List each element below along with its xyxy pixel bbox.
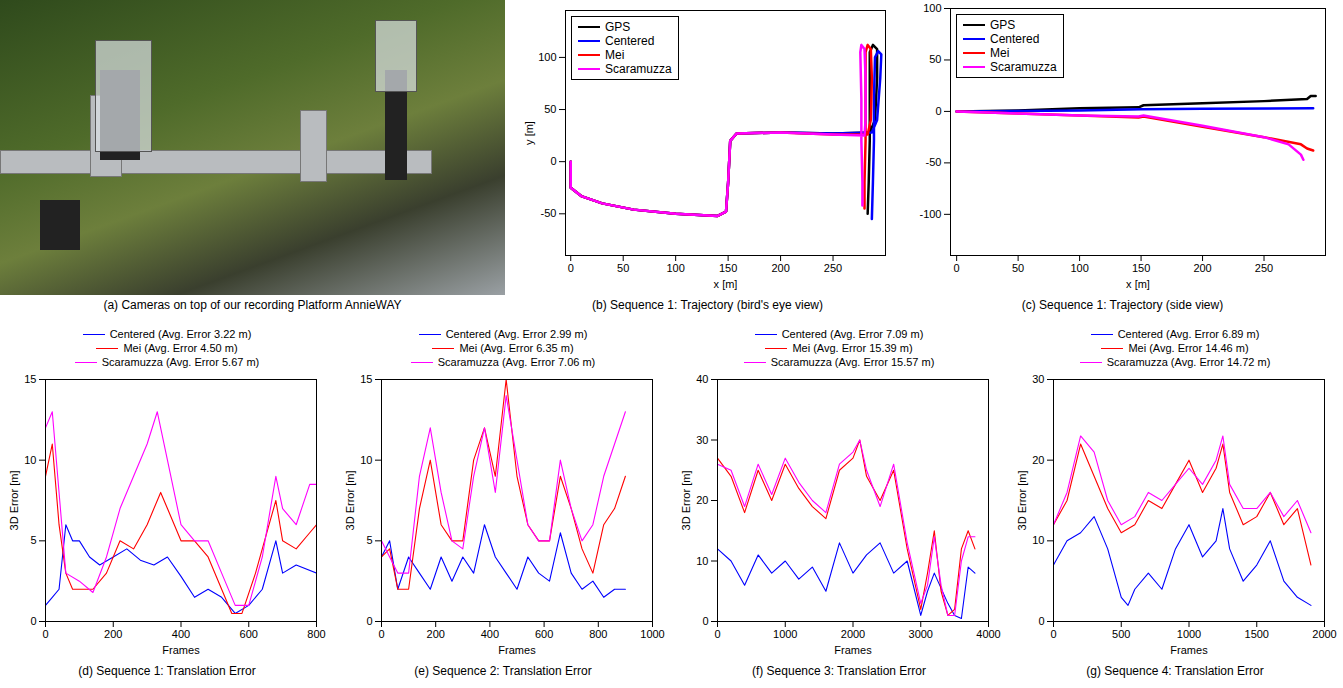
- svg-text:100: 100: [666, 262, 684, 274]
- svg-text:y [m]: y [m]: [523, 121, 535, 145]
- svg-text:600: 600: [240, 628, 258, 640]
- svg-text:10: 10: [24, 454, 36, 466]
- html-text:Mei (Avg. Error 6.35 m): Mei (Avg. Error 6.35 m): [459, 342, 574, 354]
- svg-text:150: 150: [1132, 262, 1150, 274]
- svg-text:3D Error [m]: 3D Error [m]: [680, 471, 692, 531]
- svg-text:0: 0: [1038, 615, 1044, 627]
- svg-text:200: 200: [427, 628, 445, 640]
- svg-text:50: 50: [1012, 262, 1024, 274]
- svg-text:0: 0: [702, 615, 708, 627]
- svg-text:100: 100: [923, 2, 941, 14]
- html-text:(g) Sequence 4: Translation Er: (g) Sequence 4: Translation Error: [1086, 664, 1264, 678]
- svg-text:-50: -50: [926, 156, 942, 168]
- svg-text:100: 100: [538, 51, 556, 63]
- svg-text:30: 30: [696, 434, 708, 446]
- svg-text:0: 0: [935, 105, 941, 117]
- html-text:Mei (Avg. Error 15.39 m): Mei (Avg. Error 15.39 m): [792, 342, 913, 354]
- svg-text:400: 400: [481, 628, 499, 640]
- svg-text:Frames: Frames: [498, 644, 536, 656]
- svg-text:800: 800: [589, 628, 607, 640]
- svg-text:-100: -100: [919, 208, 941, 220]
- svg-text:10: 10: [1032, 534, 1044, 546]
- svg-text:5: 5: [30, 534, 36, 546]
- svg-text:3000: 3000: [909, 628, 933, 640]
- svg-text:50: 50: [544, 103, 556, 115]
- html-text:Scaramuzza: Scaramuzza: [605, 62, 672, 76]
- html-text:GPS: GPS: [605, 20, 631, 34]
- svg-text:Frames: Frames: [1170, 644, 1208, 656]
- svg-text:40: 40: [696, 373, 708, 385]
- html-text:Mei (Avg. Error 4.50 m): Mei (Avg. Error 4.50 m): [123, 342, 238, 354]
- svg-text:2000: 2000: [1312, 628, 1336, 640]
- svg-text:10: 10: [696, 555, 708, 567]
- html-text:Centered (Avg. Error 7.09 m): Centered (Avg. Error 7.09 m): [781, 328, 924, 340]
- svg-text:30: 30: [1032, 373, 1044, 385]
- html-text:Centered: Centered: [605, 34, 655, 48]
- svg-text:2000: 2000: [841, 628, 865, 640]
- svg-text:0: 0: [30, 615, 36, 627]
- svg-text:200: 200: [771, 262, 789, 274]
- svg-text:1000: 1000: [773, 628, 797, 640]
- html-text:Scaramuzza (Avg. Error 5.67 m): Scaramuzza (Avg. Error 5.67 m): [101, 356, 260, 368]
- html-text:Centered (Avg. Error 2.99 m): Centered (Avg. Error 2.99 m): [445, 328, 588, 340]
- svg-text:0: 0: [42, 628, 48, 640]
- svg-text:1500: 1500: [1245, 628, 1269, 640]
- svg-text:0: 0: [1050, 628, 1056, 640]
- svg-text:3D Error [m]: 3D Error [m]: [1016, 471, 1028, 531]
- svg-text:4000: 4000: [976, 628, 1000, 640]
- svg-text:x [m]: x [m]: [1126, 278, 1150, 290]
- svg-text:250: 250: [1255, 262, 1273, 274]
- html-text:(c) Sequence 1: Trajectory (si: (c) Sequence 1: Trajectory (side view): [1021, 298, 1224, 312]
- svg-text:0: 0: [378, 628, 384, 640]
- html-text:Centered (Avg. Error 6.89 m): Centered (Avg. Error 6.89 m): [1117, 328, 1260, 340]
- svg-text:0: 0: [568, 262, 574, 274]
- svg-text:150: 150: [719, 262, 737, 274]
- html-text:(b) Sequence 1: Trajectory (bi: (b) Sequence 1: Trajectory (bird's eye v…: [592, 298, 823, 312]
- svg-text:3D Error [m]: 3D Error [m]: [8, 471, 20, 531]
- html-text:Centered: Centered: [990, 32, 1040, 46]
- svg-text:400: 400: [172, 628, 190, 640]
- svg-text:x [m]: x [m]: [714, 278, 738, 290]
- svg-text:600: 600: [535, 628, 553, 640]
- svg-text:100: 100: [1070, 262, 1088, 274]
- html-text:Scaramuzza (Avg. Error 7.06 m): Scaramuzza (Avg. Error 7.06 m): [437, 356, 596, 368]
- svg-text:0: 0: [550, 155, 556, 167]
- svg-text:Frames: Frames: [834, 644, 872, 656]
- svg-text:200: 200: [104, 628, 122, 640]
- svg-text:15: 15: [24, 373, 36, 385]
- html-text:Scaramuzza: Scaramuzza: [990, 60, 1057, 74]
- svg-text:15: 15: [360, 373, 372, 385]
- svg-text:3D Error [m]: 3D Error [m]: [344, 471, 356, 531]
- html-text:(d) Sequence 1: Translation Er: (d) Sequence 1: Translation Error: [78, 664, 256, 678]
- html-text:GPS: GPS: [990, 18, 1016, 32]
- html-text:Mei (Avg. Error 14.46 m): Mei (Avg. Error 14.46 m): [1128, 342, 1249, 354]
- svg-text:50: 50: [929, 53, 941, 65]
- html-text:Scaramuzza (Avg. Error 15.57 m: Scaramuzza (Avg. Error 15.57 m): [770, 356, 935, 368]
- svg-text:250: 250: [824, 262, 842, 274]
- svg-text:50: 50: [617, 262, 629, 274]
- svg-text:Frames: Frames: [162, 644, 200, 656]
- svg-text:10: 10: [360, 454, 372, 466]
- html-text:Mei: Mei: [990, 46, 1010, 60]
- svg-text:0: 0: [366, 615, 372, 627]
- html-text:Scaramuzza (Avg. Error 14.72 m: Scaramuzza (Avg. Error 14.72 m): [1106, 356, 1271, 368]
- html-text:Mei: Mei: [605, 48, 625, 62]
- svg-text:1000: 1000: [640, 628, 664, 640]
- svg-text:0: 0: [714, 628, 720, 640]
- svg-text:0: 0: [954, 262, 960, 274]
- svg-text:-50: -50: [541, 207, 557, 219]
- html-text:Centered (Avg. Error 3.22 m): Centered (Avg. Error 3.22 m): [109, 328, 252, 340]
- svg-text:200: 200: [1193, 262, 1211, 274]
- svg-text:20: 20: [1032, 454, 1044, 466]
- html-text:(a) Cameras on top of our reco: (a) Cameras on top of our recording Plat…: [103, 298, 402, 312]
- svg-text:1000: 1000: [1177, 628, 1201, 640]
- html-text:(e) Sequence 2: Translation Er: (e) Sequence 2: Translation Error: [414, 664, 592, 678]
- html-text:(f) Sequence 3: Translation Er: (f) Sequence 3: Translation Error: [752, 664, 926, 678]
- svg-text:500: 500: [1112, 628, 1130, 640]
- svg-text:20: 20: [696, 494, 708, 506]
- svg-text:5: 5: [366, 534, 372, 546]
- svg-text:800: 800: [307, 628, 325, 640]
